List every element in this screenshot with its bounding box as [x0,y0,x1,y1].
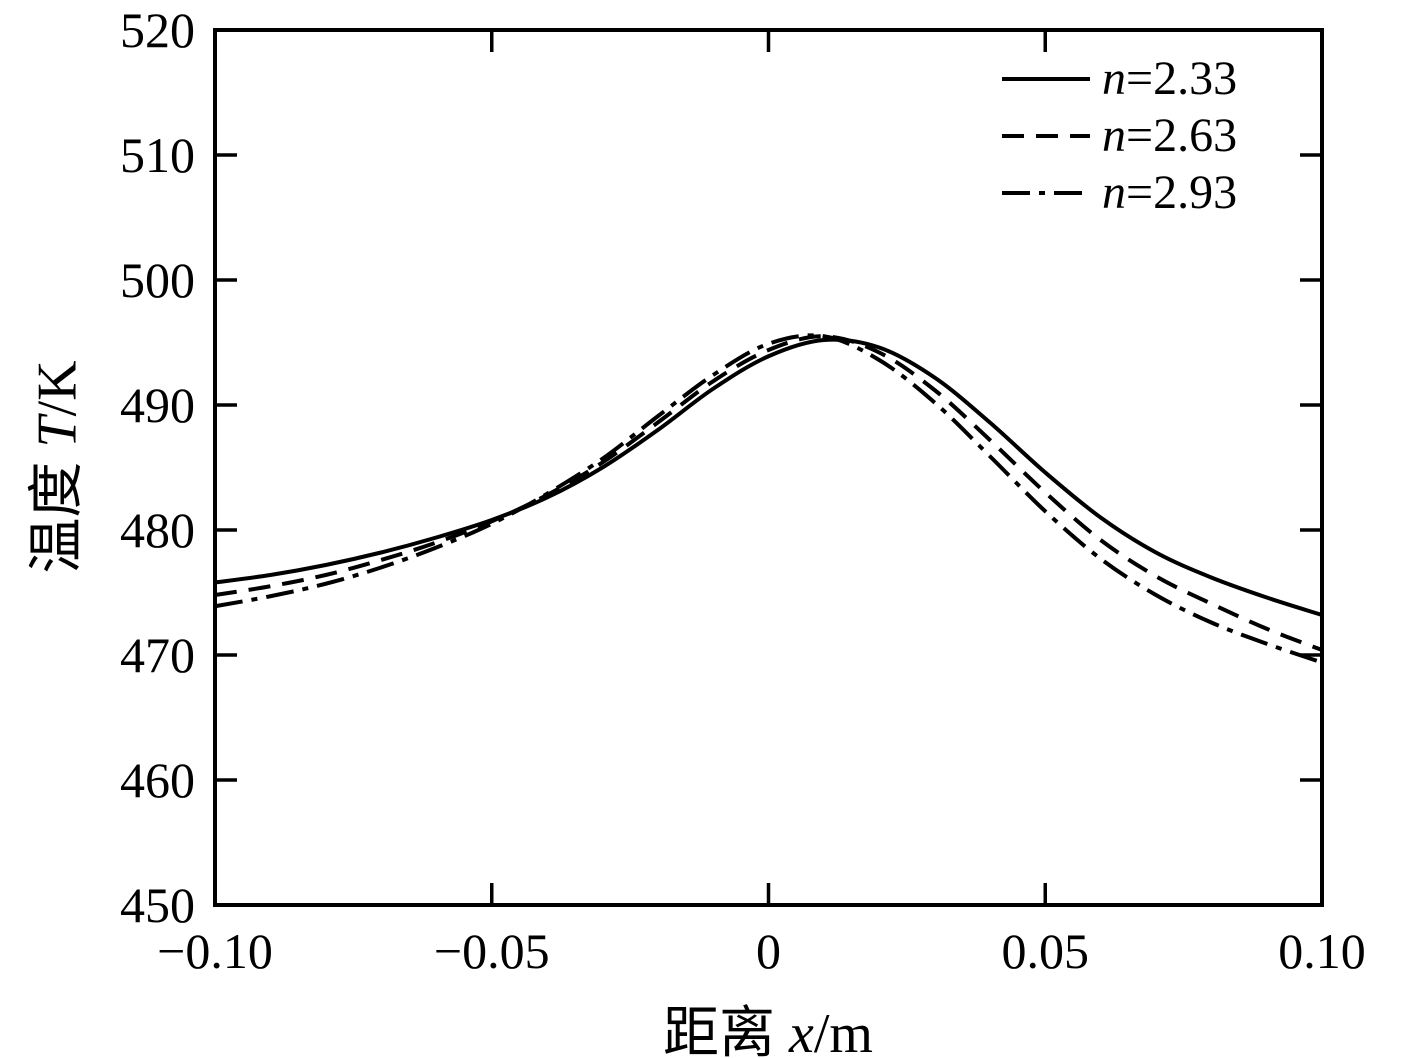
legend-item: n=2.93 [1000,164,1237,221]
x-tick-label: −0.05 [434,923,550,979]
curve-n=2.93 [214,333,1323,665]
x-tick-label: −0.10 [157,923,273,979]
y-tick-label: 480 [120,502,195,558]
y-tick-label: 520 [120,2,195,58]
legend: n=2.33 n=2.63 n=2.93 [1000,50,1237,221]
y-tick-label: 470 [120,627,195,683]
y-tick-label: 450 [120,877,195,933]
legend-line-sample [1002,76,1090,81]
legend-label: n=2.33 [1102,51,1238,105]
x-tick-label: 0 [756,923,781,979]
y-tick-label: 500 [120,252,195,308]
legend-line-sample [1002,190,1090,195]
y-tick-label: 510 [120,127,195,183]
x-tick-label: 0.10 [1278,923,1366,979]
x-tick-label: 0.05 [1002,923,1090,979]
y-tick-label: 490 [120,377,195,433]
legend-line-sample [1002,133,1090,138]
plot-frame [213,28,1324,907]
y-tick-label: 460 [120,752,195,808]
y-axis-label: 温度 T/K [26,360,89,574]
curve-n=2.33 [214,337,1323,617]
x-axis-label: 距离 x/m [663,1003,873,1058]
legend-item: n=2.33 [1000,50,1237,107]
legend-label: n=2.63 [1102,108,1238,162]
legend-label: n=2.93 [1102,165,1238,219]
legend-item: n=2.63 [1000,107,1237,164]
curve-n=2.63 [214,334,1323,652]
